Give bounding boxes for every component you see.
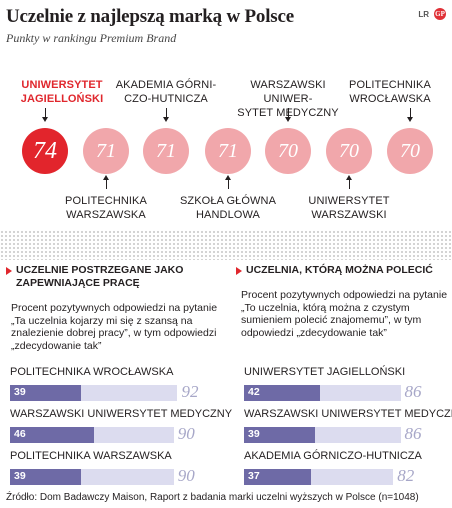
bar-label: WARSZAWSKI UNIWERSYTET MEDYCZNY [10,408,233,420]
pointer-arrow-icon [103,175,109,189]
bar-total-value: 82 [397,466,415,485]
bar-label: WARSZAWSKI UNIWERSYTET MEDYCZNY [244,408,452,420]
score-circle: 71 [143,128,189,174]
score-circle: 70 [326,128,372,174]
pointer-arrow-icon [407,108,413,122]
bar-row: POLITECHNIKA WARSZAWSKA 39 90 [10,449,226,485]
university-label: POLITECHNIKA WARSZAWSKA [65,195,147,221]
bar-strong-value: 39 [14,470,26,482]
score-circle: 71 [205,128,251,174]
bar-strong: 39 [244,427,315,443]
bar-strong: 39 [10,385,81,401]
bar-label: POLITECHNIKA WARSZAWSKA [10,450,172,462]
university-label: UNIWERSYTET JAGIELLOŃSKI [20,79,104,105]
bar-strong-value: 42 [248,386,260,398]
panel-heading: Uczelnie postrzegane jako zapewniające p… [16,264,184,289]
triangle-marker-icon [6,267,12,275]
bar-label: AKADEMIA GÓRNICZO-HUTNICZA [244,450,422,462]
pointer-arrow-icon [225,175,231,189]
pointer-arrow-icon [285,108,291,122]
university-label: UNIWERSYTET WARSZAWSKI [308,195,390,221]
panel-heading: Uczelnia, którą można polecić [246,264,433,276]
university-label: AKADEMIA GÓRNI- CZO-HUTNICZA [115,79,217,105]
panel-description: Procent pozytywnych odpowiedzi na pytani… [11,302,218,352]
page-subtitle: Punkty w rankingu Premium Brand [6,31,177,45]
bar-row: WARSZAWSKI UNIWERSYTET MEDYCZNY 46 90 [10,407,233,443]
triangle-marker-icon [236,267,242,275]
bar-strong: 42 [244,385,321,401]
bar-track: 39 90 [10,466,195,485]
university-label: POLITECHNIKA WROCŁAWSKA [349,79,431,105]
bar-strong-value: 39 [248,428,260,440]
bar-strong: 39 [10,469,81,485]
bar-track: 42 86 [244,382,426,401]
score-circle: 71 [83,128,129,174]
bar-total-value: 86 [404,382,422,401]
bar-strong-value: 39 [14,386,26,398]
bar-total-value: 90 [177,424,195,443]
pointer-arrow-icon [42,108,48,122]
bar-row: UNIWERSYTET JAGIELLOŃSKI 42 86 [244,365,452,401]
bar-label: UNIWERSYTET JAGIELLOŃSKI [244,366,406,378]
panel-recommendation: Uczelnia, którą można polecić Procent po… [236,264,452,339]
brand-text: LR [418,9,429,19]
bar-strong-value: 46 [14,428,26,440]
brand-logo: LR GP [418,8,446,20]
source-note: Źródło: Dom Badawczy Maison, Raport z ba… [6,492,419,503]
pointer-arrow-icon [163,108,169,122]
bar-row: WARSZAWSKI UNIWERSYTET MEDYCZNY 39 86 [244,407,452,443]
brand-logo-mark: GP [434,8,446,20]
score-circle: 70 [387,128,433,174]
university-label: WARSZAWSKI UNIWER- SYTET MEDYCZNY [237,79,339,119]
panel-job-prospects: Uczelnie postrzegane jako zapewniające p… [6,264,222,352]
bar-track: 46 90 [10,424,195,443]
bar-total-value: 86 [404,424,422,443]
pointer-arrow-icon [346,175,352,189]
bar-strong: 37 [244,469,312,485]
bar-row: AKADEMIA GÓRNICZO-HUTNICZA 37 82 [244,449,452,485]
panel-description: Procent pozytywnych odpowiedzi na pytani… [241,289,448,339]
bar-label: POLITECHNIKA WROCŁAWSKA [10,366,174,378]
university-label: SZKOŁA GŁÓWNA HANDLOWA [179,195,277,221]
bar-strong: 46 [10,427,94,443]
score-circle: 74 [22,128,68,174]
bar-row: POLITECHNIKA WROCŁAWSKA 39 92 [10,365,226,401]
bar-total-value: 92 [181,382,199,401]
divider-pattern [0,230,452,260]
bar-track: 39 86 [244,424,426,443]
bar-strong-value: 37 [248,470,260,482]
bar-total-value: 90 [177,466,195,485]
page-title: Uczelnie z najlepszą marką w Polsce [6,6,294,27]
bar-track: 39 92 [10,382,198,401]
score-circle: 70 [265,128,311,174]
bar-track: 37 82 [244,466,426,485]
